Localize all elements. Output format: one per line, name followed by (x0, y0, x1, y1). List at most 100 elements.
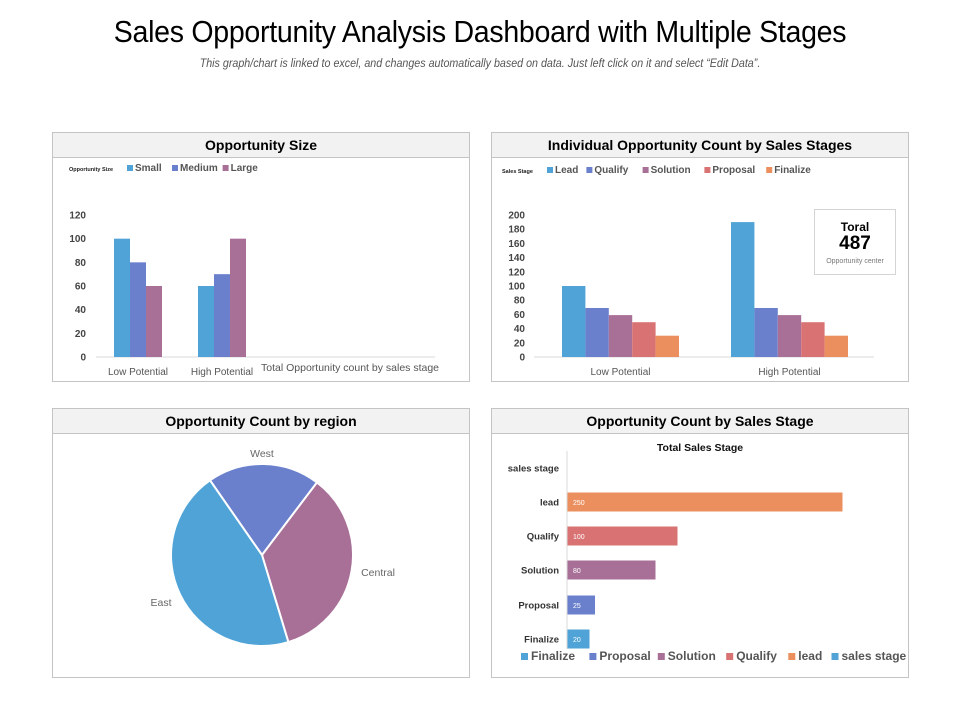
legend-label: Small (135, 163, 162, 174)
legend-swatch (726, 653, 734, 660)
y-tick-label: 40 (75, 305, 87, 316)
pie-slice-west (208, 463, 319, 557)
y-tick-label: 100 (508, 282, 525, 293)
sales-stage-chart-title: Total Sales Stage (657, 442, 743, 454)
y-category-label: Solution (521, 566, 559, 577)
opportunity-size-title: Opportunity Size (53, 133, 469, 158)
region-panel[interactable]: Opportunity Count by region West Central E… (52, 408, 470, 678)
bar-qualify (567, 526, 678, 546)
total-box: Toral 487 Opportunity center (814, 209, 896, 275)
opportunity-size-chart[interactable]: Opportunity Size Small Medium Large 0 20 40 60 8… (53, 158, 469, 381)
y-tick-label: 180 (508, 225, 525, 236)
legend-label: Large (231, 163, 259, 174)
bar-proposal (567, 595, 595, 615)
region-title: Opportunity Count by region (53, 409, 469, 434)
pie-slice-central (260, 481, 354, 644)
sales-stage-title: Opportunity Count by Sales Stage (492, 409, 908, 434)
bar-qualify-high-potential (754, 308, 778, 357)
legend-label: Proposal (712, 165, 755, 176)
y-tick-label: 0 (519, 353, 525, 364)
bar-lead-high-potential (731, 222, 755, 357)
y-category-label: Finalize (524, 635, 559, 646)
total-label: Toral (840, 220, 870, 234)
pie-label: West (250, 448, 274, 460)
legend-swatch (222, 165, 229, 171)
legend-label: Solution (668, 649, 716, 663)
legend-swatch (127, 165, 133, 171)
bar-finalize (567, 629, 590, 649)
bar-large-high-potential (230, 238, 246, 357)
legend-swatch (657, 653, 665, 660)
legend-swatch (704, 167, 711, 173)
y-category-label: lead (540, 498, 559, 509)
y-tick-label: 120 (69, 211, 86, 222)
data-label: 250 (573, 500, 585, 507)
y-tick-label: 60 (75, 282, 87, 293)
legend-label: lead (798, 649, 822, 663)
y-tick-label: 100 (69, 234, 86, 245)
legend-swatch (589, 653, 597, 660)
y-tick-label: 160 (508, 239, 525, 250)
legend-swatch (766, 167, 773, 173)
data-label: 100 (573, 534, 585, 541)
legend-label: Proposal (599, 649, 650, 663)
legend-title: Opportunity Size (69, 167, 113, 173)
data-label: 20 (573, 637, 581, 644)
x-tick-label: Low Potential (108, 367, 168, 378)
pie-label: Central (361, 567, 395, 579)
legend-label: Finalize (774, 165, 811, 176)
legend-label: Finalize (531, 649, 575, 663)
legend-swatch (586, 167, 593, 173)
pie-slice-east (170, 478, 290, 647)
y-tick-label: 200 (508, 211, 525, 222)
bar-lead-low-potential (562, 286, 586, 357)
legend-swatch (831, 653, 839, 660)
individual-count-panel[interactable]: Individual Opportunity Count by Sales St… (491, 132, 909, 382)
bar-finalize-low-potential (655, 335, 679, 357)
bar-qualify-low-potential (585, 308, 609, 357)
sales-stage-chart[interactable]: Total Sales Stage sales stage lead 250 Quali… (492, 434, 908, 677)
page-title: Sales Opportunity Analysis Dashboard wit… (113, 14, 847, 49)
legend-label: Solution (651, 165, 691, 176)
legend-label: sales stage (842, 649, 907, 663)
bar-proposal-high-potential (801, 322, 825, 357)
bar-finalize-high-potential (824, 335, 848, 357)
pie-label: East (150, 597, 171, 609)
y-tick-label: 140 (508, 253, 525, 264)
legend-label: Qualify (736, 649, 777, 663)
y-tick-label: 20 (514, 338, 526, 349)
legend-swatch (172, 165, 178, 171)
bar-solution-high-potential (777, 315, 802, 357)
bar-solution-low-potential (608, 315, 633, 357)
opportunity-size-panel[interactable]: Opportunity Size Opportunity Size Small Me… (52, 132, 470, 382)
bar-proposal-low-potential (632, 322, 656, 357)
y-tick-label: 80 (514, 296, 526, 307)
legend-swatch (547, 167, 553, 173)
data-label: 80 (573, 568, 581, 575)
total-caption: Opportunity center (826, 258, 884, 265)
data-label: 25 (573, 603, 581, 610)
individual-count-title: Individual Opportunity Count by Sales St… (492, 133, 908, 158)
y-category-label: Qualify (527, 532, 560, 543)
y-category-label: Proposal (518, 601, 559, 612)
individual-count-chart[interactable]: Sales Stage Lead Qualify Solution Proposal Fi… (492, 158, 908, 381)
bar-lead (567, 492, 843, 512)
bar-medium-low-potential (130, 262, 146, 357)
legend-label: Qualify (594, 165, 628, 176)
y-tick-label: 60 (514, 310, 526, 321)
sales-stage-panel[interactable]: Opportunity Count by Sales Stage Total S… (491, 408, 909, 678)
region-chart[interactable]: West Central East (53, 434, 469, 677)
bar-solution (567, 560, 656, 580)
y-tick-label: 20 (75, 329, 87, 340)
legend-swatch (642, 167, 649, 173)
bar-medium-high-potential (214, 274, 230, 357)
x-tick-label: High Potential (758, 367, 820, 378)
x-tick-label: Low Potential (590, 367, 650, 378)
y-tick-label: 0 (80, 353, 86, 364)
opportunity-size-footnote: Total Opportunity count by sales stage (261, 362, 440, 374)
y-tick-label: 80 (75, 258, 87, 269)
bar-large-low-potential (146, 286, 162, 357)
legend-label: Medium (180, 163, 218, 174)
legend-label: Lead (555, 165, 578, 176)
x-tick-label: High Potential (191, 367, 253, 378)
